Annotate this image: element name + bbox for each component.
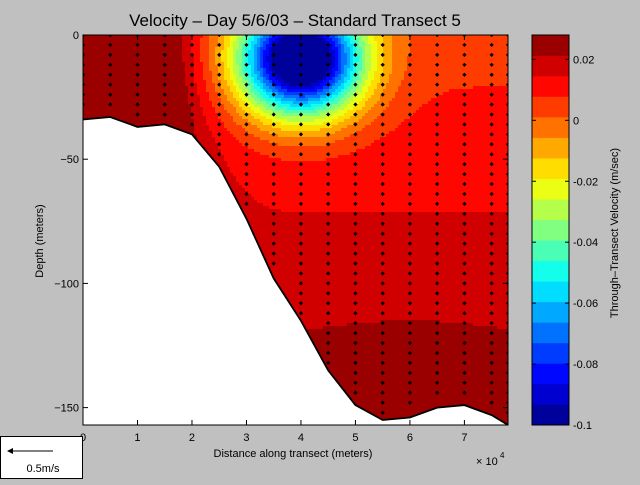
x-axis-label: Distance along transect (meters) bbox=[214, 448, 373, 460]
x-tick-label: 5 bbox=[352, 432, 358, 444]
colorbar-band bbox=[532, 384, 569, 405]
y-tick-label: −100 bbox=[54, 278, 79, 290]
colorbar-band bbox=[532, 199, 569, 220]
colorbar-band bbox=[532, 158, 569, 179]
colorbar-band bbox=[532, 97, 569, 118]
x-multiplier-base: × 10 bbox=[476, 456, 498, 468]
colorbar-band bbox=[532, 138, 569, 159]
colorbar-band bbox=[532, 281, 569, 302]
colorbar-tick-label: -0.08 bbox=[573, 359, 598, 371]
colorbar-band bbox=[532, 322, 569, 343]
y-axis-label: Depth (meters) bbox=[34, 204, 46, 277]
colorbar-tick-label: -0.1 bbox=[573, 420, 592, 432]
scale-arrow: 0.5m/s bbox=[1, 437, 84, 480]
x-tick-label: 6 bbox=[407, 432, 413, 444]
colorbar-band bbox=[532, 240, 569, 261]
colorbar-band bbox=[532, 343, 569, 364]
scale-legend: 0.5m/s bbox=[0, 436, 83, 479]
y-tick-label: 0 bbox=[73, 30, 79, 42]
x-tick-label: 7 bbox=[461, 432, 467, 444]
x-multiplier-exponent: 4 bbox=[500, 451, 505, 460]
x-tick-label: 2 bbox=[189, 432, 195, 444]
velocity-figure: Velocity – Day 5/6/03 – Standard Transec… bbox=[0, 0, 640, 480]
colorbar-band bbox=[532, 261, 569, 282]
x-tick-label: 3 bbox=[243, 432, 249, 444]
colorbar-tick-label: 0 bbox=[573, 115, 579, 127]
x-tick-label: 4 bbox=[298, 432, 304, 444]
colorbar-tick-label: 0.02 bbox=[573, 54, 594, 66]
colorbar-tick-label: -0.02 bbox=[573, 176, 598, 188]
chart-title: Velocity – Day 5/6/03 – Standard Transec… bbox=[129, 11, 461, 30]
colorbar-tick-label: -0.04 bbox=[573, 237, 598, 249]
colorbar-bands bbox=[532, 35, 569, 425]
colorbar-band bbox=[532, 76, 569, 97]
colorbar-band bbox=[532, 363, 569, 384]
colorbar: 0.02 0 -0.02 -0.04 -0.06 -0.08 -0.1 Through–Tr… bbox=[532, 35, 621, 432]
arrow-left-icon bbox=[7, 448, 13, 454]
x-multiplier: × 10 4 bbox=[476, 451, 505, 468]
colorbar-tick-label: -0.06 bbox=[573, 298, 598, 310]
colorbar-band bbox=[532, 179, 569, 200]
colorbar-band bbox=[532, 302, 569, 323]
scale-arrow-label: 0.5m/s bbox=[26, 463, 60, 475]
y-tick-label: −150 bbox=[54, 403, 79, 415]
x-tick-label: 1 bbox=[134, 432, 140, 444]
colorbar-label: Through–Transect Velocity (m/sec) bbox=[609, 148, 621, 318]
colorbar-band bbox=[532, 404, 569, 425]
y-tick-label: −50 bbox=[60, 154, 79, 166]
colorbar-band bbox=[532, 117, 569, 138]
colorbar-band bbox=[532, 56, 569, 77]
colorbar-band bbox=[532, 220, 569, 241]
colorbar-band bbox=[532, 35, 569, 56]
plot-area: 01234567 0−50−100−150 bbox=[54, 30, 510, 444]
